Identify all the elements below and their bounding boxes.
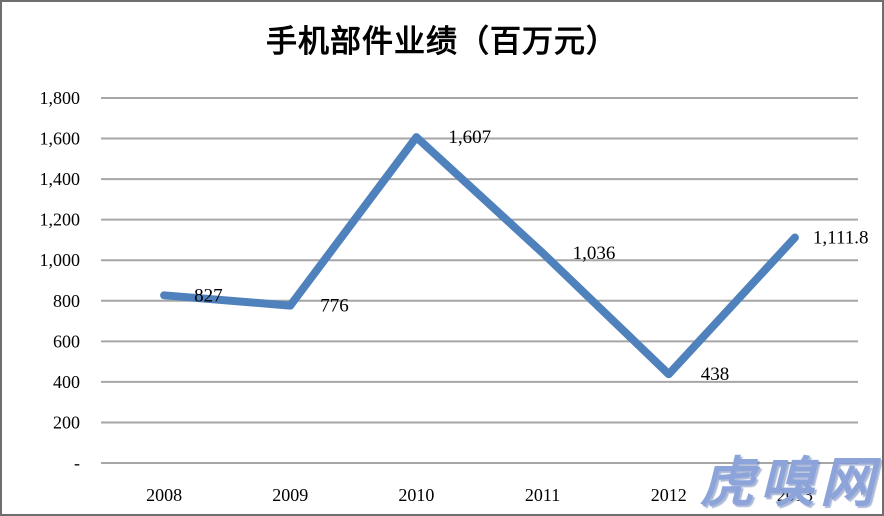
y-tick-label: 1,000 [40,250,81,270]
y-tick-label: 1,200 [40,210,81,230]
data-label: 438 [701,364,730,385]
watermark: 虎嗅网 [700,453,880,514]
y-tick-label: 600 [53,331,80,351]
y-tick-label: - [74,453,80,473]
y-tick-label: 800 [53,291,80,311]
y-tick-label: 1,400 [40,169,81,189]
data-label: 776 [320,296,349,317]
data-label: 1,111.8 [813,228,869,249]
chart-title: 手机部件业绩（百万元） [266,24,618,59]
y-tick-label: 1,800 [40,88,81,108]
series-line [160,133,799,379]
x-tick-label: 2011 [525,485,560,505]
x-tick-label: 2013 [777,485,813,505]
x-tick-label: 2010 [398,485,434,505]
data-label: 1,607 [448,127,491,148]
x-tick-label: 2009 [272,485,308,505]
data-label: 1,036 [573,243,616,264]
data-label: 827 [194,285,223,306]
y-tick-label: 1,600 [40,129,81,149]
x-tick-label: 2012 [651,485,687,505]
y-tick-label: 200 [53,412,80,432]
y-tick-label: 400 [53,372,80,392]
x-tick-label: 2008 [146,485,182,505]
